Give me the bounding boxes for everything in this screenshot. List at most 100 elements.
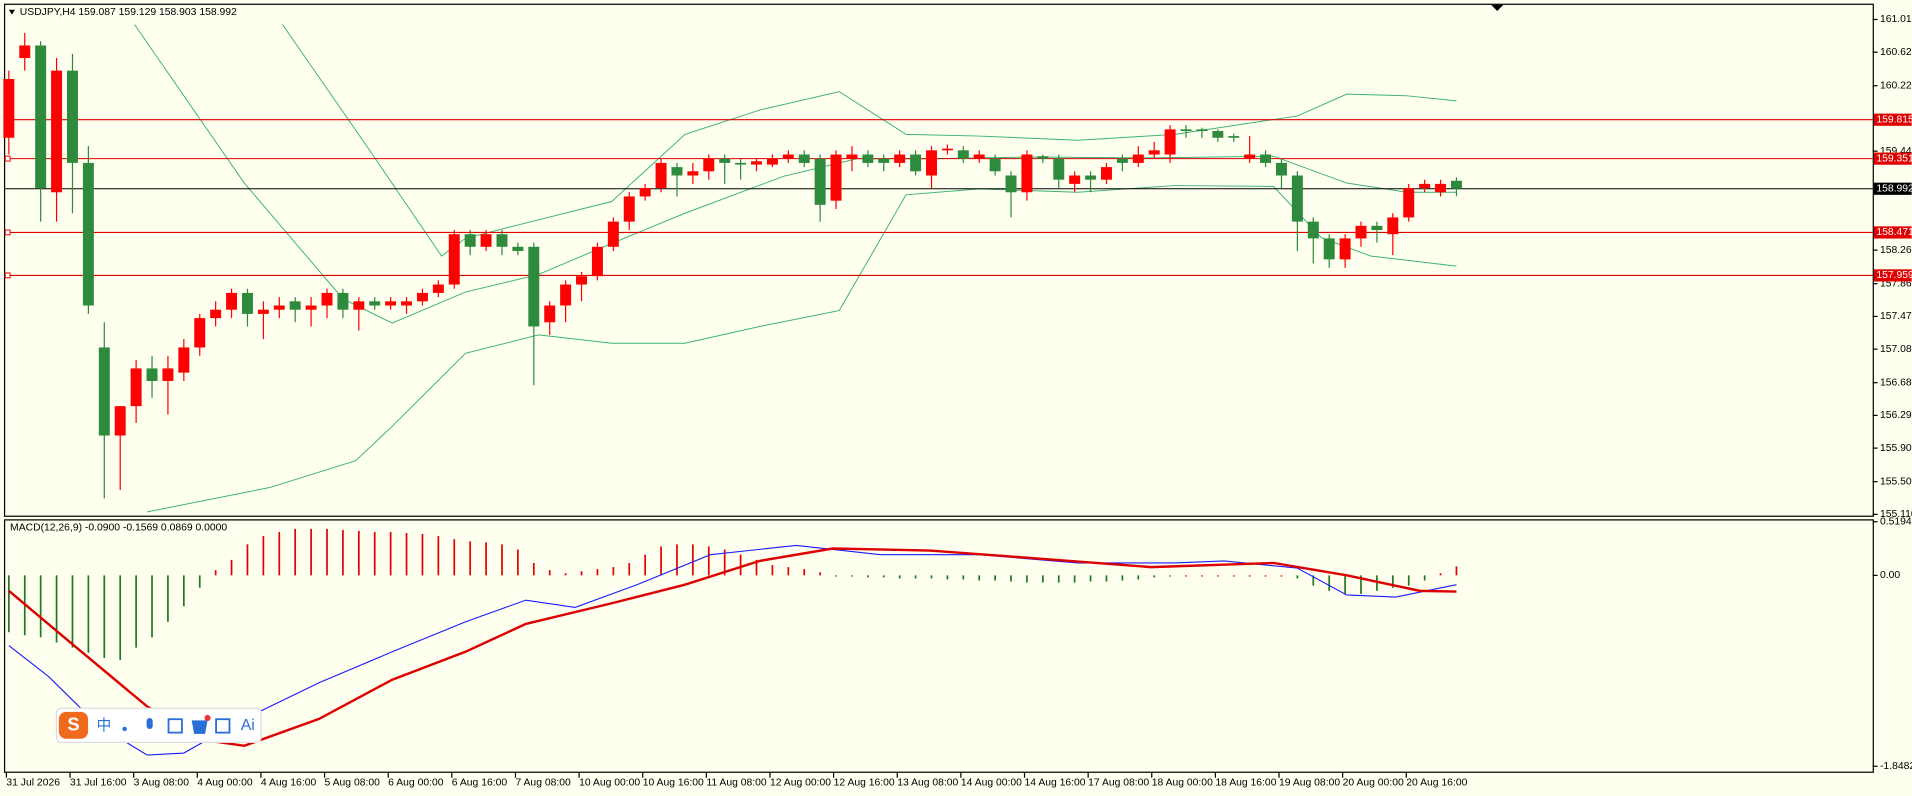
candle-body (1212, 131, 1224, 138)
x-tick-label: 14 Aug 00:00 (961, 777, 1022, 788)
candle-body (528, 246, 540, 327)
x-tick-label: 20 Aug 16:00 (1406, 777, 1467, 788)
level-tag (1873, 152, 1912, 165)
candle-body (464, 234, 476, 247)
bollinger-band (134, 24, 1457, 324)
ime-toolbar[interactable]: S 中 Ai (55, 707, 262, 743)
y-tick-label: 161.010 (1880, 14, 1912, 25)
candle-body (98, 347, 110, 436)
candle-body (146, 368, 158, 382)
candle-body (1275, 162, 1287, 176)
skin-icon[interactable] (191, 720, 208, 734)
x-tick-label: 6 Aug 00:00 (388, 777, 444, 788)
y-tick-label: 0.00 (1880, 570, 1900, 581)
candle-body (305, 305, 317, 310)
x-tick-label: 13 Aug 08:00 (897, 777, 958, 788)
x-tick-label: 12 Aug 00:00 (770, 777, 831, 788)
candle-body (560, 284, 572, 306)
y-tick-label: 157.860 (1880, 278, 1912, 289)
candle-body (1116, 158, 1128, 163)
y-tick-label: 158.260 (1880, 245, 1912, 256)
candle-body (3, 79, 15, 138)
level-tag (1873, 269, 1912, 282)
y-tick-label: 159.440 (1880, 146, 1912, 157)
candle-body (719, 158, 731, 163)
candle-body (544, 305, 556, 323)
candle-body (1435, 183, 1447, 193)
candle-body (1339, 238, 1351, 260)
candle-body (1180, 129, 1192, 132)
candle-body (607, 221, 619, 247)
candle-body (241, 292, 253, 314)
candle-body (1323, 238, 1335, 260)
candle-body (130, 368, 142, 407)
level-tag (1873, 226, 1912, 239)
candle-body (751, 161, 762, 165)
candle-body (496, 234, 508, 247)
ai-button[interactable]: Ai (241, 717, 255, 734)
x-tick-label: 4 Aug 16:00 (261, 777, 317, 788)
y-tick-label: 0.5194 (1880, 516, 1912, 527)
candle-body (1196, 129, 1208, 132)
candle-body (623, 196, 635, 222)
y-tick-label: 155.500 (1880, 476, 1912, 487)
level-anchor (4, 272, 11, 279)
x-tick-label: 18 Aug 00:00 (1152, 777, 1213, 788)
candle-body (639, 188, 651, 197)
candle-body (1164, 129, 1176, 155)
mic-icon[interactable] (146, 717, 153, 729)
level-anchor (4, 155, 11, 162)
x-tick-label: 20 Aug 00:00 (1343, 777, 1404, 788)
candle-body (1307, 221, 1319, 239)
chart-title: USDJPY,H4 159.087 159.129 158.903 158.99… (20, 7, 237, 18)
candle-body (82, 162, 94, 306)
macd-panel (3, 519, 1874, 773)
candle-body (591, 246, 603, 277)
candle-body (321, 292, 333, 306)
x-tick-label: 31 Jul 2026 (6, 777, 60, 788)
y-tick-label: 157.080 (1880, 344, 1912, 355)
x-tick-label: 12 Aug 16:00 (834, 777, 895, 788)
badge (204, 714, 211, 722)
candle-body (989, 158, 1001, 172)
x-tick-label: 6 Aug 16:00 (452, 777, 508, 788)
candle-body (941, 148, 953, 151)
y-tick-label: -1.8482 (1880, 761, 1912, 772)
x-tick-label: 17 Aug 08:00 (1088, 777, 1149, 788)
x-tick-label: 3 Aug 08:00 (134, 777, 190, 788)
lang-button[interactable]: 中 (97, 717, 112, 734)
y-tick-label: 156.680 (1880, 377, 1912, 388)
candle-body (257, 309, 269, 314)
candle-body (926, 150, 937, 176)
candle-body (178, 347, 190, 373)
last-price-tag (1873, 182, 1912, 195)
y-tick-label: 156.290 (1880, 410, 1912, 421)
bollinger-band (147, 185, 1457, 513)
last-price-label: 158.992 (1876, 183, 1912, 194)
y-tick-label: 160.220 (1880, 80, 1912, 91)
candle-body (1053, 158, 1065, 180)
x-tick-label: 4 Aug 00:00 (197, 777, 253, 788)
punct-icon[interactable] (122, 726, 127, 732)
logo-box[interactable] (58, 711, 89, 739)
candle-body (369, 301, 381, 306)
candle-body (830, 154, 842, 201)
macd-title: MACD(12,26,9) -0.0900 -0.1569 0.0869 0.0… (10, 523, 227, 534)
candle-body (814, 158, 826, 205)
candle-body (226, 292, 238, 310)
candle-body (878, 158, 890, 163)
candle-body (798, 154, 810, 163)
tools-icon[interactable] (215, 718, 231, 734)
candle-body (1085, 175, 1097, 180)
y-tick-label: 157.470 (1880, 311, 1912, 322)
keyboard-icon[interactable] (167, 718, 183, 734)
candle-body (385, 301, 397, 306)
candle-body (1100, 167, 1112, 180)
candle-body (862, 154, 874, 163)
candle-body (210, 309, 222, 319)
y-tick-label: 155.110 (1880, 509, 1912, 520)
candle-body (766, 158, 778, 165)
candle-body (1291, 175, 1303, 222)
candle-body (448, 234, 460, 285)
